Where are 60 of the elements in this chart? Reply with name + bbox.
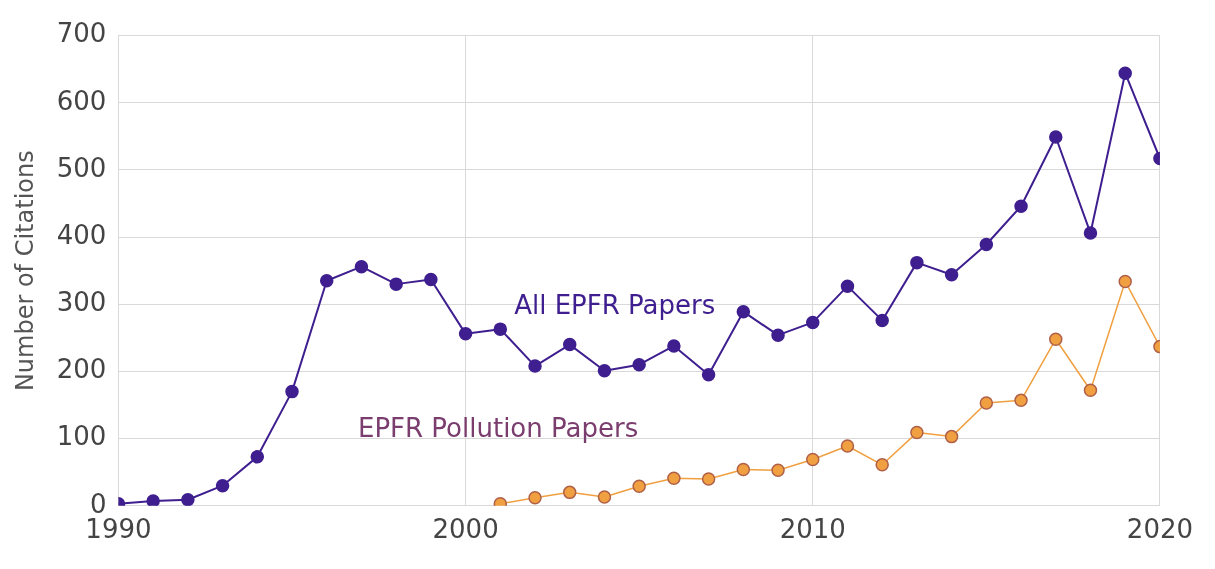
point xyxy=(875,313,889,328)
point xyxy=(215,478,230,493)
y-tick-label: 200 xyxy=(56,354,107,385)
y-tick-label: 100 xyxy=(56,421,107,452)
point xyxy=(146,494,160,506)
point xyxy=(736,462,751,477)
point xyxy=(771,463,785,477)
point xyxy=(1083,383,1098,398)
point xyxy=(528,490,542,505)
point xyxy=(632,479,646,494)
point xyxy=(1049,332,1063,346)
point xyxy=(701,368,716,382)
x-tick-label: 2020 xyxy=(1126,514,1193,545)
point xyxy=(1083,226,1098,240)
point xyxy=(736,304,751,319)
point xyxy=(285,384,299,399)
point xyxy=(458,327,473,341)
point xyxy=(667,471,681,486)
point xyxy=(771,328,785,342)
x-tick-label: 2000 xyxy=(432,514,499,545)
point xyxy=(840,279,855,293)
y-tick-label: 500 xyxy=(56,152,107,183)
y-tick-label: 600 xyxy=(56,85,107,116)
point xyxy=(632,357,646,372)
point xyxy=(1118,66,1132,80)
y-axis-title: Number of Citations xyxy=(10,150,39,392)
point xyxy=(1014,199,1028,213)
point xyxy=(424,272,438,287)
y-tick-label: 400 xyxy=(56,219,107,250)
series-label: EPFR Pollution Papers xyxy=(357,413,639,444)
point xyxy=(944,429,959,444)
point xyxy=(493,322,508,336)
point xyxy=(354,259,369,274)
point xyxy=(181,493,195,506)
point xyxy=(667,339,681,353)
point xyxy=(979,237,994,252)
point xyxy=(944,267,959,282)
point xyxy=(597,364,612,378)
point xyxy=(597,490,612,504)
point xyxy=(1014,393,1028,408)
point xyxy=(840,439,855,453)
x-tick-label: 2010 xyxy=(779,514,846,545)
point xyxy=(1049,130,1063,144)
point xyxy=(806,452,820,467)
point xyxy=(528,359,542,373)
point xyxy=(979,396,994,410)
series-label: All EPFR Papers xyxy=(514,290,716,321)
y-tick-label: 700 xyxy=(56,18,107,49)
point xyxy=(875,458,889,472)
point xyxy=(701,472,716,486)
point xyxy=(910,425,924,440)
point xyxy=(562,337,577,352)
point xyxy=(562,485,577,500)
point xyxy=(910,255,924,270)
point xyxy=(250,450,265,464)
y-tick-label: 300 xyxy=(56,287,107,318)
point xyxy=(806,315,820,330)
point xyxy=(319,274,334,288)
point xyxy=(389,277,403,291)
point xyxy=(1118,274,1132,289)
